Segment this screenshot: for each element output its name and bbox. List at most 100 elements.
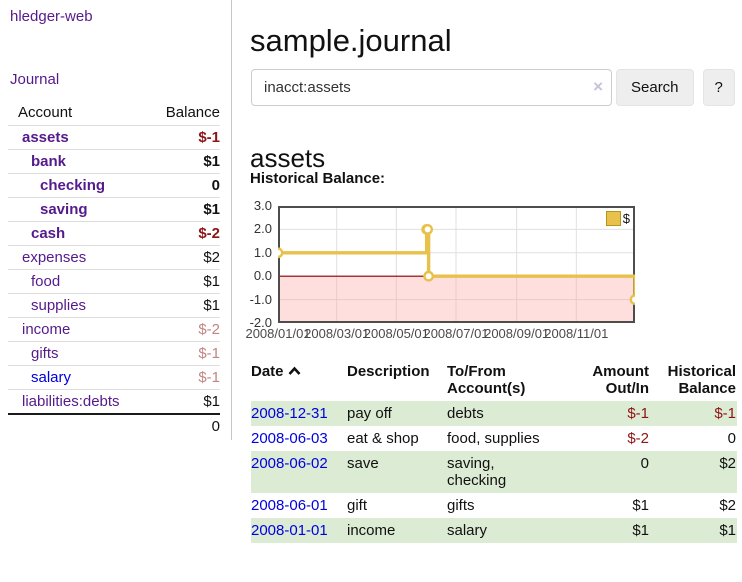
chart-legend: $: [605, 211, 630, 226]
sort-asc-icon: [288, 366, 300, 375]
register-date-cell: 2008-01-01: [251, 518, 347, 543]
x-axis-label: 2008/05/01: [363, 326, 429, 341]
register-amount-cell: $1: [632, 497, 649, 514]
accounts-table: Account Balance assets $-1 bank $1 checking 0…: [8, 101, 220, 438]
transaction-date-link[interactable]: 2008-01-01: [251, 522, 328, 539]
account-row: gifts $-1: [8, 341, 220, 366]
account-cell: expenses: [8, 245, 151, 270]
accounts-header-balance: Balance: [165, 104, 220, 121]
account-cell: gifts: [8, 341, 151, 366]
account-cell: checking: [8, 173, 151, 198]
y-axis-label: 3.0: [253, 198, 272, 213]
account-balance: $1: [150, 269, 220, 294]
account-cell: supplies: [8, 293, 151, 318]
data-point-marker: [423, 270, 435, 282]
help-button[interactable]: ?: [702, 69, 735, 106]
y-axis-label: 0.0: [253, 268, 272, 284]
account-balance: $-1: [150, 365, 220, 390]
register-accounts-cell: gifts: [447, 497, 475, 514]
sidebar: hledger-web Journal Account Balance asse…: [0, 0, 232, 440]
register-row: 2008-06-03 eat & shop food, supplies $-2 0: [251, 426, 737, 451]
account-balance: $1: [150, 197, 220, 222]
account-balance: $-2: [150, 317, 220, 342]
sidebar-item-journal[interactable]: Journal: [10, 71, 60, 88]
account-balance: $-1: [150, 125, 220, 150]
account-cell: liabilities:debts: [8, 389, 151, 414]
register-balance-cell: $1: [649, 518, 737, 543]
register-amount-cell: $-2: [627, 430, 649, 447]
register-date-cell: 2008-06-03: [251, 426, 347, 451]
transaction-date-link[interactable]: 2008-06-01: [251, 497, 328, 514]
y-axis-label: 1.0: [253, 244, 272, 260]
legend-swatch: [605, 211, 621, 226]
register-accounts-cell: salary: [447, 518, 565, 543]
account-row: checking 0: [8, 173, 220, 198]
accounts-header-account: Account: [18, 104, 73, 121]
account-cell: bank: [8, 149, 151, 174]
x-axis-label: 2008/11/01: [544, 326, 609, 341]
legend-label: $: [622, 211, 630, 226]
account-link[interactable]: bank: [31, 153, 67, 170]
account-link[interactable]: food: [31, 273, 61, 290]
register-header-amount: Amount Out/In: [592, 363, 649, 397]
account-balance: $2: [150, 245, 220, 270]
account-balance: $-2: [150, 221, 220, 246]
register-balance-cell: 0: [727, 430, 736, 447]
x-axis-label: 2008/03/01: [304, 326, 370, 341]
account-cell: assets: [8, 125, 151, 150]
brand-link[interactable]: hledger-web: [10, 8, 93, 25]
register-row: 2008-06-02 save saving, checking 0 $2: [251, 451, 737, 493]
accounts-header-row: Account Balance: [8, 101, 220, 126]
account-cell: saving: [8, 197, 151, 222]
account-link[interactable]: income: [22, 321, 71, 338]
register-accounts-cell: saving, checking: [447, 451, 565, 493]
account-row: assets $-1: [8, 125, 220, 150]
transaction-date-link[interactable]: 2008-12-31: [251, 405, 328, 422]
page-title: sample.journal: [250, 22, 452, 58]
balance-chart: 3.0 2.0 1.0 0.0 -1.0 -2.0 $ 2008/01/01 2008/03…: [245, 199, 641, 341]
clear-search-icon[interactable]: ×: [593, 77, 603, 96]
data-point-marker: [272, 247, 284, 259]
account-row: bank $1: [8, 149, 220, 174]
account-row: salary $-1: [8, 365, 220, 390]
register-row: 2008-01-01 income salary $1 $1: [251, 518, 737, 543]
accounts-total-row: 0: [8, 413, 220, 438]
transaction-date-link[interactable]: 2008-06-02: [251, 455, 328, 472]
register-row: 2008-06-01 gift gifts $1 $2: [251, 493, 737, 518]
account-link[interactable]: expenses: [22, 249, 87, 266]
account-link[interactable]: gifts: [31, 345, 59, 362]
account-link[interactable]: checking: [40, 177, 106, 194]
account-link[interactable]: liabilities:debts: [22, 393, 120, 410]
search-input[interactable]: [251, 69, 612, 106]
account-row: saving $1: [8, 197, 220, 222]
transaction-date-link[interactable]: 2008-06-03: [251, 430, 328, 447]
register-description-cell: eat & shop: [347, 430, 419, 447]
account-link[interactable]: supplies: [31, 297, 87, 314]
main-panel: sample.journal × Search ? assets Histori…: [245, 0, 742, 582]
register-amount-cell: $-1: [565, 401, 649, 426]
account-row: expenses $2: [8, 245, 220, 270]
chart-plot: [272, 206, 641, 323]
x-axis-label: 2008/01/01: [245, 326, 311, 341]
register-description-cell: gift: [347, 497, 368, 514]
y-axis-label: -2.0: [249, 315, 272, 330]
account-row: cash $-2: [8, 221, 220, 246]
register-header-date[interactable]: Date: [251, 360, 347, 401]
x-axis-labels: 2008/01/01 2008/03/01 2008/05/01 2008/07/01…: [245, 326, 635, 342]
register-date-cell: 2008-06-02: [251, 451, 347, 493]
account-cell: food: [8, 269, 151, 294]
register-accounts-cell: food, supplies: [447, 430, 540, 447]
register-header-row: Date Description To/From Account(s) Amou…: [251, 360, 737, 401]
account-row: supplies $1: [8, 293, 220, 318]
y-axis-label: 2.0: [253, 221, 272, 237]
search-input-wrap: ×: [251, 69, 612, 106]
account-link[interactable]: assets: [22, 129, 69, 146]
account-link[interactable]: saving: [40, 201, 88, 218]
register-header-description: Description: [347, 363, 430, 380]
search-button[interactable]: Search: [616, 69, 694, 106]
account-link[interactable]: salary: [31, 369, 72, 386]
register-header-accounts: To/From Account(s): [447, 363, 526, 397]
account-row: food $1: [8, 269, 220, 294]
account-balance: $1: [150, 293, 220, 318]
account-link[interactable]: cash: [31, 225, 66, 242]
